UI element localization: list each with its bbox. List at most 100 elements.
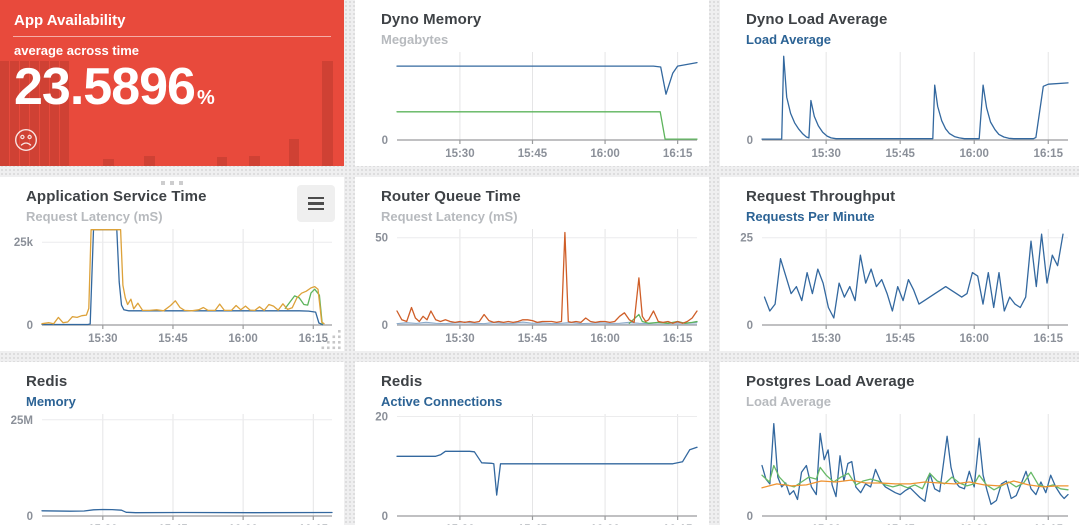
hamburger-menu-icon — [308, 202, 324, 205]
tile-header: Postgres Load Average Load Average — [720, 362, 1079, 411]
chart-title: Application Service Time — [26, 188, 207, 205]
chart-subtitle-link[interactable]: Load Average — [746, 31, 832, 47]
svg-text:50: 50 — [375, 232, 388, 244]
chart-title: Router Queue Time — [381, 188, 521, 205]
router-queue-time-chart[interactable]: 50 0 15:30 15:45 16:00 16:15 — [355, 226, 709, 351]
tile-header: Request Throughput Requests Per Minute — [720, 177, 1079, 226]
svg-text:0: 0 — [382, 511, 388, 523]
dyno-load-average-chart[interactable]: 0 15:30 15:45 16:00 16:15 — [720, 49, 1079, 166]
svg-text:16:00: 16:00 — [590, 148, 619, 160]
svg-text:16:15: 16:15 — [1034, 524, 1064, 525]
svg-text:15:45: 15:45 — [158, 524, 188, 525]
tile-header: Dyno Load Average Load Average — [720, 0, 1079, 49]
drag-handle-dots-icon[interactable] — [161, 181, 183, 185]
tile-redis-memory[interactable]: Redis Memory 25M 0 15:30 15:45 16:00 16:15 — [0, 362, 344, 525]
svg-text:15:30: 15:30 — [445, 333, 474, 345]
hamburger-menu-icon — [308, 196, 324, 200]
svg-text:16:15: 16:15 — [663, 524, 693, 525]
postgres-load-average-chart[interactable]: 0 15:30 15:45 16:00 16:15 — [720, 411, 1079, 525]
svg-text:15:30: 15:30 — [811, 148, 840, 160]
svg-text:20: 20 — [375, 411, 388, 423]
svg-text:25: 25 — [740, 232, 753, 244]
chart-title: Postgres Load Average — [746, 373, 915, 390]
svg-text:15:45: 15:45 — [885, 524, 915, 525]
chart-title: Dyno Load Average — [746, 11, 888, 28]
sad-face-icon — [14, 128, 38, 152]
hamburger-menu-button[interactable] — [297, 185, 335, 222]
tile-request-throughput[interactable]: Request Throughput Requests Per Minute 2… — [720, 177, 1079, 351]
hamburger-menu-icon — [308, 207, 324, 211]
tile-application-service-time[interactable]: Application Service Time Request Latency… — [0, 177, 344, 351]
chart-subtitle-link[interactable]: Memory — [26, 393, 76, 409]
availability-unit: % — [196, 87, 215, 109]
chart-subtitle: Request Latency (mS) — [26, 208, 163, 224]
chart-subtitle-link[interactable]: Requests Per Minute — [746, 208, 875, 224]
chart-subtitle: Request Latency (mS) — [381, 208, 518, 224]
svg-text:25k: 25k — [14, 237, 34, 249]
tile-dyno-memory[interactable]: Dyno Memory Megabytes 0 15:30 15:45 16:00 16… — [355, 0, 709, 166]
chart-title: Redis — [26, 373, 68, 390]
availability-subtitle: average across time — [14, 43, 140, 58]
svg-text:16:15: 16:15 — [299, 333, 329, 345]
tile-header: Dyno Memory Megabytes — [355, 0, 709, 49]
svg-text:0: 0 — [747, 511, 753, 523]
resize-grip-icon[interactable] — [321, 328, 343, 350]
availability-number: 23.5896 — [14, 58, 196, 116]
svg-text:15:30: 15:30 — [811, 524, 840, 525]
availability-bar-chart — [0, 61, 344, 166]
title-divider — [13, 36, 331, 37]
availability-title: App Availability — [14, 12, 126, 29]
svg-text:0: 0 — [382, 135, 388, 147]
svg-text:0: 0 — [27, 320, 33, 332]
svg-text:15:45: 15:45 — [158, 333, 188, 345]
svg-text:16:00: 16:00 — [590, 524, 619, 525]
chart-subtitle: Megabytes — [381, 31, 449, 47]
svg-text:15:45: 15:45 — [518, 148, 548, 160]
chart-title: Dyno Memory — [381, 11, 482, 28]
svg-text:16:15: 16:15 — [663, 333, 693, 345]
svg-text:16:00: 16:00 — [960, 524, 989, 525]
svg-text:16:00: 16:00 — [960, 333, 989, 345]
svg-text:15:45: 15:45 — [518, 333, 548, 345]
tile-header: Application Service Time Request Latency… — [0, 177, 344, 226]
tile-postgres-load-average[interactable]: Postgres Load Average Load Average 0 15:3… — [720, 362, 1079, 525]
svg-text:16:15: 16:15 — [1034, 333, 1064, 345]
svg-text:16:00: 16:00 — [590, 333, 619, 345]
svg-text:0: 0 — [747, 320, 753, 332]
tile-header: Redis Active Connections — [355, 362, 709, 411]
chart-title: Redis — [381, 373, 423, 390]
svg-text:0: 0 — [747, 135, 753, 147]
chart-subtitle-link[interactable]: Active Connections — [381, 393, 503, 409]
svg-text:25M: 25M — [11, 414, 33, 426]
svg-text:15:45: 15:45 — [885, 148, 915, 160]
request-throughput-chart[interactable]: 25 0 15:30 15:45 16:00 16:15 — [720, 226, 1079, 351]
dyno-memory-chart[interactable]: 0 15:30 15:45 16:00 16:15 — [355, 49, 709, 166]
redis-active-connections-chart[interactable]: 20 0 15:30 15:45 16:00 16:15 — [355, 411, 709, 525]
tile-redis-active-connections[interactable]: Redis Active Connections 20 0 15:30 15:45 16… — [355, 362, 709, 525]
svg-text:16:00: 16:00 — [228, 524, 257, 525]
svg-text:15:30: 15:30 — [445, 524, 474, 525]
tile-router-queue-time[interactable]: Router Queue Time Request Latency (mS) 5… — [355, 177, 709, 351]
svg-text:16:15: 16:15 — [299, 524, 329, 525]
svg-text:15:30: 15:30 — [88, 333, 117, 345]
tile-app-availability[interactable]: App Availability average across time 23.… — [0, 0, 344, 166]
svg-text:16:15: 16:15 — [663, 148, 693, 160]
availability-value: 23.5896 % — [0, 58, 344, 116]
svg-text:16:00: 16:00 — [960, 148, 989, 160]
svg-text:15:30: 15:30 — [88, 524, 117, 525]
svg-text:15:45: 15:45 — [518, 524, 548, 525]
svg-text:15:30: 15:30 — [445, 148, 474, 160]
application-service-time-chart[interactable]: 25k 0 15:30 15:45 16:00 16:15 — [0, 226, 344, 351]
svg-text:16:15: 16:15 — [1034, 148, 1064, 160]
tile-header: Redis Memory — [0, 362, 344, 411]
svg-text:0: 0 — [382, 320, 388, 332]
chart-subtitle: Load Average — [746, 393, 832, 409]
svg-text:16:00: 16:00 — [228, 333, 257, 345]
chart-title: Request Throughput — [746, 188, 896, 205]
svg-text:15:45: 15:45 — [885, 333, 915, 345]
svg-text:15:30: 15:30 — [811, 333, 840, 345]
redis-memory-chart[interactable]: 25M 0 15:30 15:45 16:00 16:15 — [0, 411, 344, 525]
svg-text:0: 0 — [27, 511, 33, 523]
tile-dyno-load-average[interactable]: Dyno Load Average Load Average 0 15:30 15:… — [720, 0, 1079, 166]
